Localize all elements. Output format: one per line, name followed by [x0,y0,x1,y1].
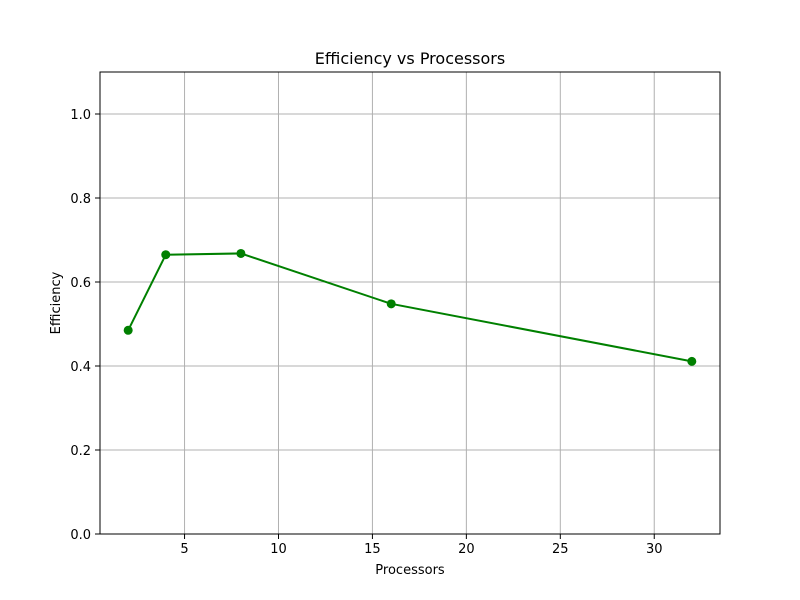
y-tick-label: 1.0 [70,108,91,123]
x-tick-label: 5 [180,542,188,557]
grid-layer [100,72,720,535]
chart-title: Efficiency vs Processors [315,49,505,68]
y-axis-label: Efficiency [49,271,64,334]
data-point [386,299,396,309]
x-tick-label: 10 [270,542,287,557]
series-line [127,252,693,363]
y-tick-label: 0.2 [70,444,91,459]
data-point [161,250,171,260]
y-tick-label: 0.0 [70,528,91,543]
y-tick-label: 0.8 [70,192,91,207]
y-axis: 0.0 0.2 0.4 0.6 0.8 1.0 [70,108,100,543]
data-point [123,325,133,335]
x-tick-label: 15 [364,542,381,557]
series-layer [123,248,697,366]
data-point [236,248,246,258]
y-tick-label: 0.6 [70,276,91,291]
x-tick-label: 30 [646,542,663,557]
x-axis: 5 10 15 20 25 30 [180,534,663,557]
y-tick-label: 0.4 [70,360,91,375]
plot-frame [99,71,721,535]
x-tick-label: 25 [552,542,569,557]
data-point [687,356,697,366]
x-axis-label: Processors [375,563,445,578]
x-tick-label: 20 [458,542,475,557]
